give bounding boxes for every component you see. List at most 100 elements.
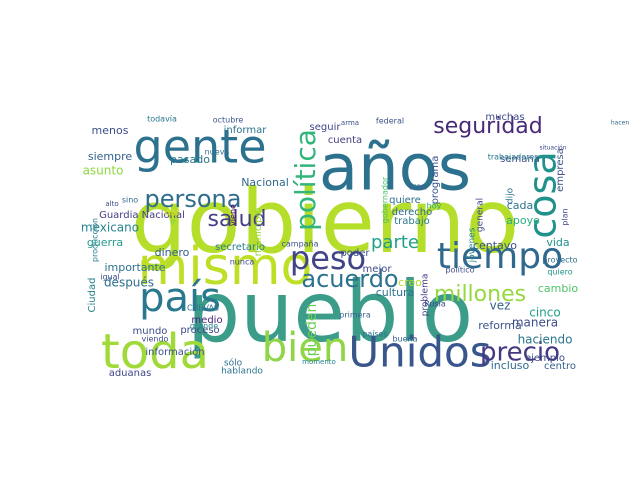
cloud-word: cinco — [529, 306, 560, 320]
cloud-word: Unidos — [348, 328, 491, 377]
cloud-word: mismo — [138, 237, 313, 297]
cloud-word: años — [319, 132, 471, 206]
cloud-word: programa — [430, 156, 441, 205]
cloud-word: incluso — [491, 359, 530, 372]
cloud-word: dijo — [506, 187, 516, 204]
cloud-word: problema — [421, 274, 431, 317]
cloud-word: viene — [229, 204, 238, 226]
cloud-word: plan — [561, 208, 570, 225]
cloud-word: secretario — [215, 242, 265, 253]
cloud-word: pueblo — [187, 263, 473, 361]
cloud-word: informar — [224, 125, 268, 136]
cloud-word: semana — [500, 154, 540, 165]
cloud-word: medio — [191, 315, 222, 326]
cloud-word: creo — [398, 276, 422, 289]
cloud-word: igual — [100, 273, 120, 282]
cloud-word: empresa — [555, 148, 566, 192]
cloud-word: cambio — [538, 282, 579, 295]
cloud-word: acuerdo — [301, 265, 398, 293]
cloud-word: reforma — [478, 319, 521, 332]
cloud-word: haciendo — [518, 333, 573, 347]
cloud-word: hoy — [427, 202, 442, 211]
cloud-word: sólo — [224, 358, 243, 369]
cloud-word: tiempo — [437, 236, 563, 277]
cloud-word: poder — [340, 248, 370, 259]
cloud-word: jóvenes — [467, 227, 478, 263]
cloud-word: cuenta — [328, 135, 362, 146]
cloud-word: trabajadores — [488, 153, 539, 162]
cloud-word: quiere — [389, 195, 421, 206]
cloud-word: sino — [122, 196, 138, 205]
cloud-word: buena — [392, 335, 417, 344]
cloud-word: peso — [290, 239, 366, 277]
cloud-word: alto — [105, 200, 118, 208]
cloud-word: Rusia — [424, 300, 446, 309]
cloud-word: CUEVAS — [187, 304, 219, 313]
cloud-word: muchas — [485, 112, 524, 123]
cloud-word: octubre — [213, 116, 244, 125]
cloud-word: seguridad — [433, 114, 542, 139]
cloud-word: vida — [546, 236, 569, 249]
cloud-word: político — [445, 266, 474, 275]
cloud-word: trabajo — [394, 216, 430, 227]
cloud-word: vez — [490, 299, 511, 313]
cloud-word: derecho — [392, 207, 433, 218]
cloud-word: gente — [134, 120, 267, 174]
cloud-word: menos — [92, 124, 129, 137]
cloud-word: ir — [170, 218, 176, 227]
cloud-word: cada — [507, 199, 534, 212]
cloud-word: millones — [434, 282, 526, 307]
cloud-word: pasado — [170, 153, 210, 166]
cloud-word: salud — [208, 207, 267, 232]
cloud-word: toda — [101, 324, 209, 380]
cloud-word: cosa — [521, 151, 565, 238]
cloud-word: quiero — [547, 268, 572, 277]
cloud-word: producción — [90, 218, 100, 262]
cloud-word: proceso — [180, 325, 219, 336]
cloud-word: arma — [341, 119, 359, 127]
cloud-word: gobierno — [131, 170, 519, 273]
cloud-word: general — [476, 198, 486, 232]
cloud-word: precio — [480, 338, 560, 368]
cloud-word: información — [145, 346, 204, 358]
cloud-word: Ciudad — [87, 278, 98, 313]
cloud-word: grande — [190, 322, 218, 331]
cloud-word: situación — [539, 145, 566, 152]
cloud-word: después — [104, 276, 154, 290]
cloud-word: nueva — [205, 148, 230, 157]
cloud-word: aduanas — [109, 368, 152, 379]
cloud-word: pueden — [304, 304, 320, 357]
cloud-word: mundo — [133, 326, 168, 337]
cloud-word: momento — [302, 358, 336, 366]
cloud-word: hacen — [611, 120, 629, 127]
cloud-word: apoyo — [506, 214, 540, 227]
cloud-word: Nacional — [241, 176, 289, 189]
cloud-word: cultura — [376, 286, 415, 299]
cloud-word: guerra — [87, 236, 123, 249]
cloud-word: siempre — [88, 150, 133, 163]
cloud-word: país — [139, 275, 221, 321]
cloud-word: primera — [339, 311, 371, 320]
cloud-word: tren — [409, 183, 427, 193]
cloud-word: Guardia Nacional — [99, 210, 185, 221]
cloud-word: bien — [262, 325, 348, 371]
cloud-word: federal — [376, 117, 404, 126]
cloud-word: importante — [104, 261, 165, 274]
cloud-word: campaña — [281, 240, 318, 249]
cloud-word: manera — [512, 316, 558, 330]
cloud-word: centro — [544, 361, 576, 372]
cloud-word: mexicano — [81, 221, 139, 235]
cloud-word: viendo — [142, 335, 169, 344]
cloud-word: dar — [165, 209, 180, 219]
cloud-word: mejor — [363, 264, 393, 275]
cloud-word: municipio — [253, 208, 264, 257]
cloud-word: centavo — [473, 239, 517, 252]
cloud-word: política — [289, 129, 322, 231]
cloud-word: dinero — [155, 246, 190, 259]
cloud-word: nunca — [230, 258, 255, 267]
cloud-word: parte — [371, 232, 419, 253]
cloud-word: asunto — [83, 164, 124, 178]
cloud-word: todavía — [147, 115, 177, 124]
cloud-word: seguir — [310, 122, 342, 133]
